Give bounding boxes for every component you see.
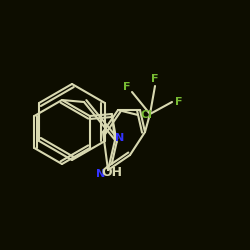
Text: F: F — [151, 74, 159, 84]
Text: F: F — [175, 97, 183, 107]
Text: N: N — [96, 169, 106, 179]
Text: OH: OH — [101, 166, 122, 178]
Text: Cl: Cl — [140, 110, 152, 120]
Text: F: F — [123, 82, 131, 92]
Text: N: N — [116, 133, 124, 143]
